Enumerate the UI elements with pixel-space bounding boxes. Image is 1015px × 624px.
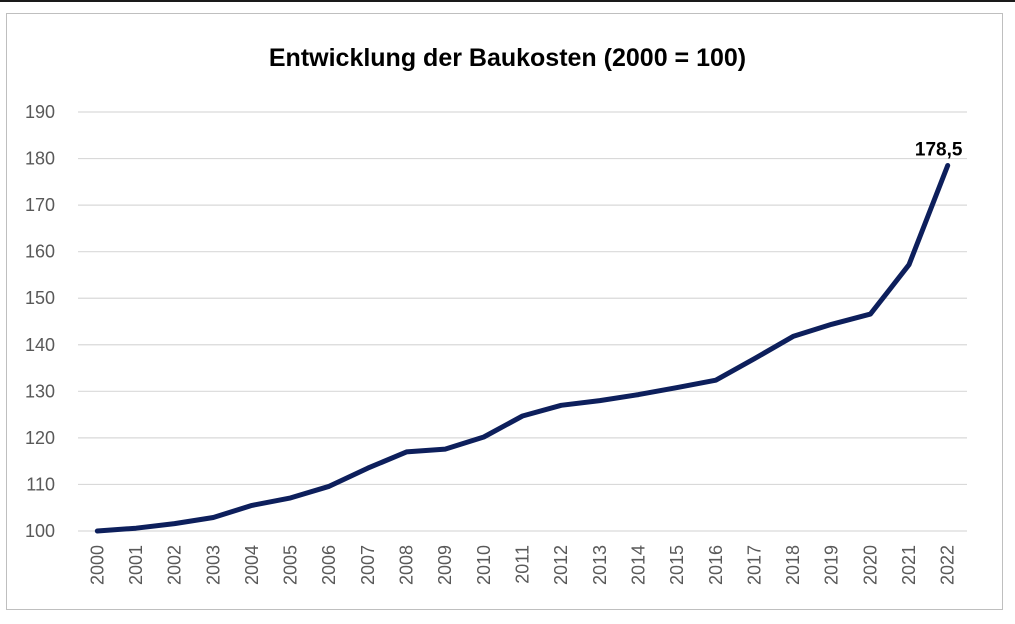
y-tick-label: 120: [25, 428, 55, 448]
x-tick-label: 2016: [706, 545, 726, 585]
x-tick-label: 2013: [590, 545, 610, 585]
y-tick-label: 150: [25, 288, 55, 308]
x-tick-label: 2004: [242, 545, 262, 585]
x-tick-label: 2015: [667, 545, 687, 585]
x-tick-label: 2001: [126, 545, 146, 585]
x-tick-label: 2005: [281, 545, 301, 585]
y-tick-label: 130: [25, 381, 55, 401]
y-tick-label: 100: [25, 521, 55, 541]
x-tick-label: 2014: [628, 545, 648, 585]
chart-title: Entwicklung der Baukosten (2000 = 100): [268, 44, 747, 72]
x-tick-label: 2021: [899, 545, 919, 585]
y-tick-label: 170: [25, 195, 55, 215]
x-tick-label: 2018: [783, 545, 803, 585]
series-line: [94, 163, 951, 534]
x-tick-label: 2006: [319, 545, 339, 585]
y-tick-label: 190: [25, 102, 55, 122]
x-tick-label: 2011: [513, 545, 533, 584]
data-label: 178,5: [915, 140, 963, 161]
x-tick-label: 2008: [397, 545, 417, 585]
x-tick-label: 2019: [822, 545, 842, 585]
y-tick-label: 110: [26, 474, 55, 494]
x-tick-label: 2009: [435, 545, 455, 585]
y-tick-label: 160: [25, 242, 55, 262]
x-tick-label: 2003: [203, 545, 223, 585]
x-tick-label: 2007: [358, 545, 378, 585]
x-tick-label: 2002: [165, 545, 185, 585]
y-tick-label: 140: [25, 335, 55, 355]
x-tick-label: 2000: [87, 545, 107, 585]
y-tick-label: 180: [25, 149, 55, 169]
x-tick-label: 2010: [474, 545, 494, 585]
x-tick-label: 2020: [860, 545, 880, 585]
top-divider: [0, 0, 1015, 2]
x-tick-label: 2012: [551, 545, 571, 585]
x-tick-label: 2022: [938, 545, 958, 585]
x-tick-label: 2017: [744, 545, 764, 585]
